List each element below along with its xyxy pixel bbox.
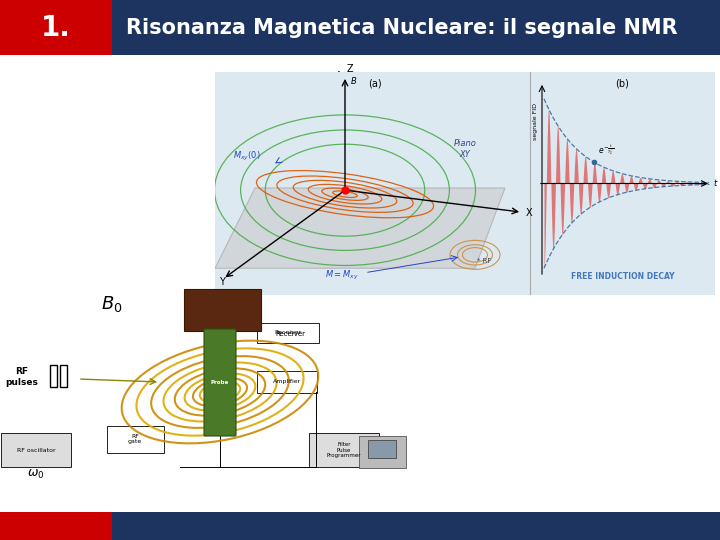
FancyBboxPatch shape (359, 436, 406, 468)
FancyBboxPatch shape (184, 289, 261, 331)
Bar (0, 0, 112, 55)
Text: $B_0$: $B_0$ (102, 294, 123, 314)
Text: RF oscillator: RF oscillator (17, 448, 55, 453)
Text: * RF: * RF (477, 258, 491, 264)
Text: $\omega_0$: $\omega_0$ (27, 468, 45, 481)
Text: Amplifier: Amplifier (273, 380, 301, 384)
Text: X: X (526, 208, 533, 218)
Text: Y: Y (219, 277, 225, 287)
Bar (0, 512, 112, 540)
Text: 1.: 1. (41, 14, 71, 42)
Text: $e^{-\frac{t}{T_2^*}}$: $e^{-\frac{t}{T_2^*}}$ (598, 143, 614, 157)
Text: $M=M_{xy}$: $M=M_{xy}$ (325, 268, 359, 282)
Text: (a): (a) (368, 78, 382, 88)
FancyBboxPatch shape (309, 433, 379, 467)
Bar (112, 0, 720, 55)
Polygon shape (215, 188, 505, 268)
FancyBboxPatch shape (1, 433, 71, 467)
Text: Probe: Probe (211, 380, 229, 384)
Text: Risonanza Magnetica Nucleare: il segnale NMR: Risonanza Magnetica Nucleare: il segnale… (125, 17, 678, 38)
FancyBboxPatch shape (257, 323, 319, 343)
Text: segnale FID: segnale FID (534, 103, 539, 139)
Bar (112, 512, 720, 540)
Text: (b): (b) (616, 78, 629, 88)
FancyBboxPatch shape (257, 371, 317, 393)
Text: Receiver: Receiver (274, 330, 302, 335)
Text: B: B (351, 77, 356, 86)
Bar (368, 440, 396, 458)
Text: Il segnale NMR è un segnale elettrico: Il segnale NMR è un segnale elettrico (217, 71, 503, 87)
Text: t: t (713, 179, 716, 188)
Text: RF
gate: RF gate (128, 434, 142, 444)
FancyBboxPatch shape (107, 426, 164, 453)
Text: RF
pulses: RF pulses (6, 367, 38, 387)
Text: Filter
Pulse
Programmer: Filter Pulse Programmer (327, 442, 361, 458)
Text: Receiver: Receiver (275, 331, 305, 337)
Bar (60, 365, 67, 387)
Text: Piano
XY: Piano XY (454, 139, 477, 159)
Text: FREE INDUCTION DECAY: FREE INDUCTION DECAY (571, 272, 674, 281)
Bar (50, 365, 57, 387)
Text: Z: Z (347, 64, 354, 74)
FancyBboxPatch shape (204, 329, 236, 436)
Text: $M_{xy}(0)$: $M_{xy}(0)$ (233, 150, 261, 163)
